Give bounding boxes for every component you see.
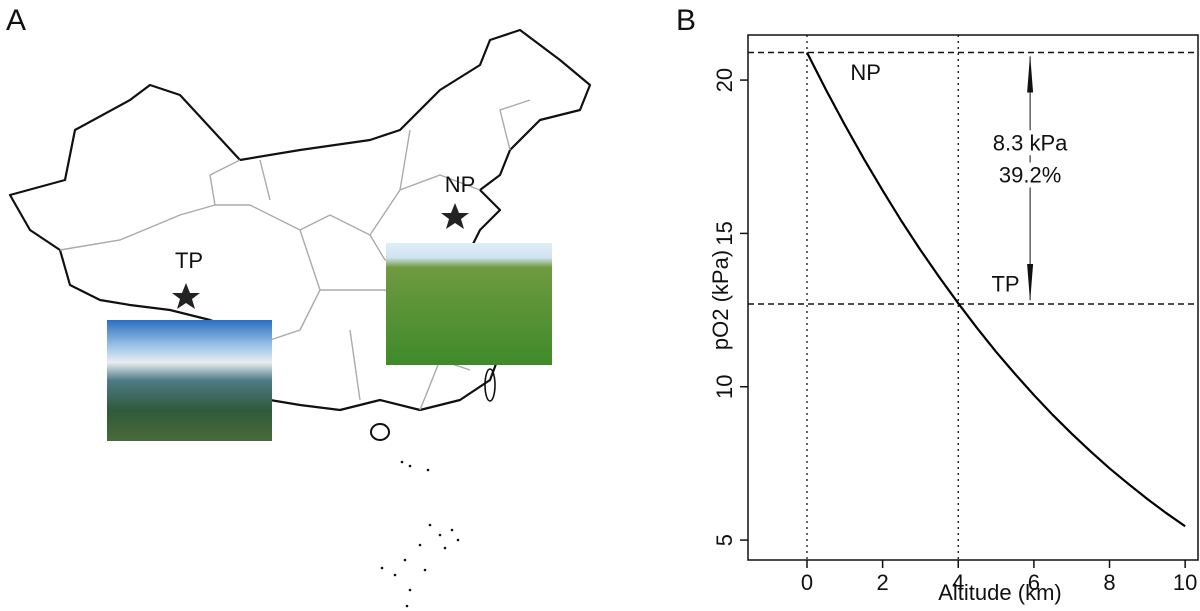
x-tick-label: 2 <box>876 570 888 595</box>
plot-frame <box>747 34 1199 561</box>
x-axis-label: Altitude (km) <box>938 580 1061 605</box>
y-tick-label: 15 <box>712 221 737 245</box>
x-tick-label: 0 <box>801 570 813 595</box>
map <box>8 28 592 608</box>
y-tick-label: 10 <box>712 374 737 398</box>
arrow-head <box>1027 54 1034 93</box>
x-tick-label: 10 <box>1173 570 1197 595</box>
y-tick-label: 5 <box>712 534 737 546</box>
site-label: TP <box>175 248 203 273</box>
x-tick-label: 8 <box>1103 570 1115 595</box>
x-tick-label: 4 <box>952 570 964 595</box>
plot: 0 2 4 6 8 10 5 10 15 20 NP TP 8.3 kPa 39.2% <box>712 35 1198 595</box>
annotation-background <box>988 130 1073 156</box>
annotation: TP <box>991 271 1019 296</box>
panel-label: B <box>676 4 696 37</box>
arrow-head <box>1027 263 1034 302</box>
panel-label: A <box>6 4 26 37</box>
annotation-background <box>994 162 1066 188</box>
x-tick-label: 6 <box>1028 570 1040 595</box>
annotation: 8.3 kPa <box>993 130 1068 155</box>
annotation: NP <box>850 60 881 85</box>
annotation: 39.2% <box>999 162 1061 187</box>
y-axis-label: pO2 (kPa) <box>708 250 733 350</box>
y-tick-label: 20 <box>712 68 737 92</box>
site-label: NP <box>445 172 476 197</box>
curve <box>806 51 1186 528</box>
